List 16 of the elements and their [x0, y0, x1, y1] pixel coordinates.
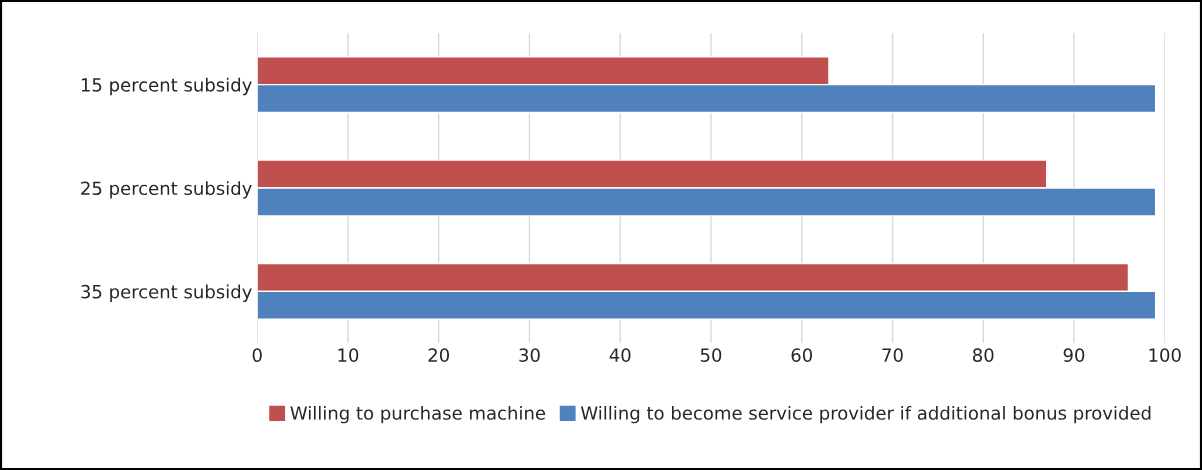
y-tick-label: 25 percent subsidy: [81, 181, 252, 199]
y-tick-label: 35 percent subsidy: [81, 284, 252, 303]
x-tick-label: 20: [428, 348, 450, 362]
x-tick-label: 80: [972, 348, 994, 362]
x-tick-label: 40: [609, 348, 631, 362]
x-tick-label: 50: [700, 348, 722, 362]
x-tick-label: 90: [1063, 348, 1085, 362]
x-tick-label: 0: [252, 348, 262, 362]
x-tick-label: 60: [791, 348, 813, 362]
x-tick-label: 70: [882, 348, 903, 362]
y-tick-label: 15 percent subsidy: [81, 77, 252, 96]
x-tick-label: 100: [1149, 348, 1181, 362]
legend-label: Willing to become service provider if additional bonus provided: [580, 405, 1151, 424]
x-tick-label: 10: [338, 348, 359, 362]
legend-label: Willing to purchase machine: [290, 405, 546, 424]
x-tick-label: 30: [519, 348, 540, 362]
